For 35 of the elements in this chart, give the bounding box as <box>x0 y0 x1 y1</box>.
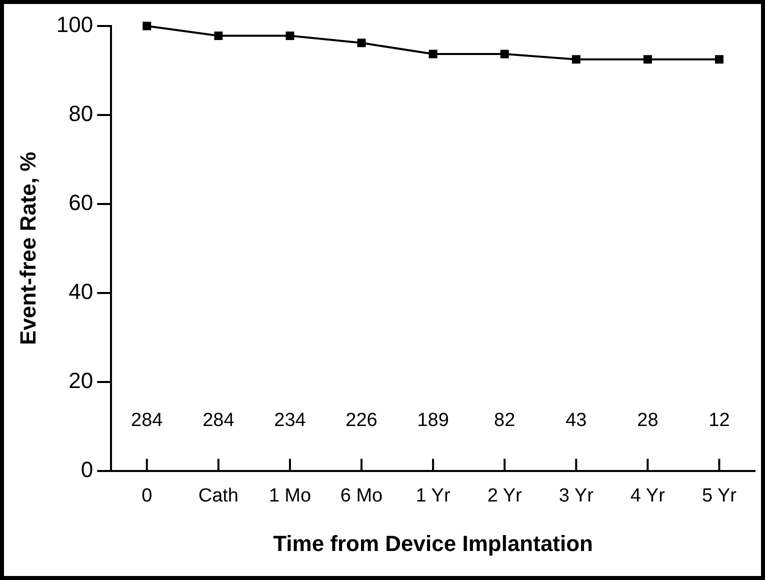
y-tick-label: 80 <box>68 101 94 126</box>
x-tick-label: 2 Yr <box>487 485 523 506</box>
x-tick-label: Cath <box>198 485 238 506</box>
y-tick-label: 20 <box>68 368 94 393</box>
x-tick-label: 5 Yr <box>702 485 738 506</box>
x-tick-label: 3 Yr <box>558 485 594 506</box>
point <box>286 32 294 40</box>
annotation: 226 <box>346 410 378 432</box>
point <box>142 22 152 30</box>
point <box>428 50 438 58</box>
x-tick-label: 1 Yr <box>416 485 451 506</box>
y-axis-title: Event-free Rate, % <box>15 152 40 345</box>
annotation: 82 <box>494 410 516 432</box>
annotation: 12 <box>708 410 730 432</box>
y-tick-label: 40 <box>68 278 94 304</box>
annotation: 284 <box>131 410 164 432</box>
y-tick-label: 60 <box>68 190 94 215</box>
point <box>357 38 366 48</box>
x-axis-title: Time from Device Implantation <box>273 530 594 556</box>
point <box>643 55 652 64</box>
x-tick-label: 4 Yr <box>630 485 666 506</box>
annotation: 28 <box>637 410 658 432</box>
annotation: 189 <box>417 410 449 432</box>
point <box>572 55 580 64</box>
annotation: 43 <box>566 410 587 432</box>
y-tick-label: 100 <box>56 12 94 38</box>
x-tick-label: 1 Mo <box>268 485 312 506</box>
annotation: 284 <box>202 410 235 432</box>
point <box>714 55 724 64</box>
annotation: 234 <box>274 410 306 432</box>
point <box>214 32 223 40</box>
x-tick-label: 6 Mo <box>340 485 383 506</box>
x-tick-label: 0 <box>142 485 152 506</box>
point <box>500 50 509 58</box>
y-tick-label: 0 <box>80 456 94 482</box>
